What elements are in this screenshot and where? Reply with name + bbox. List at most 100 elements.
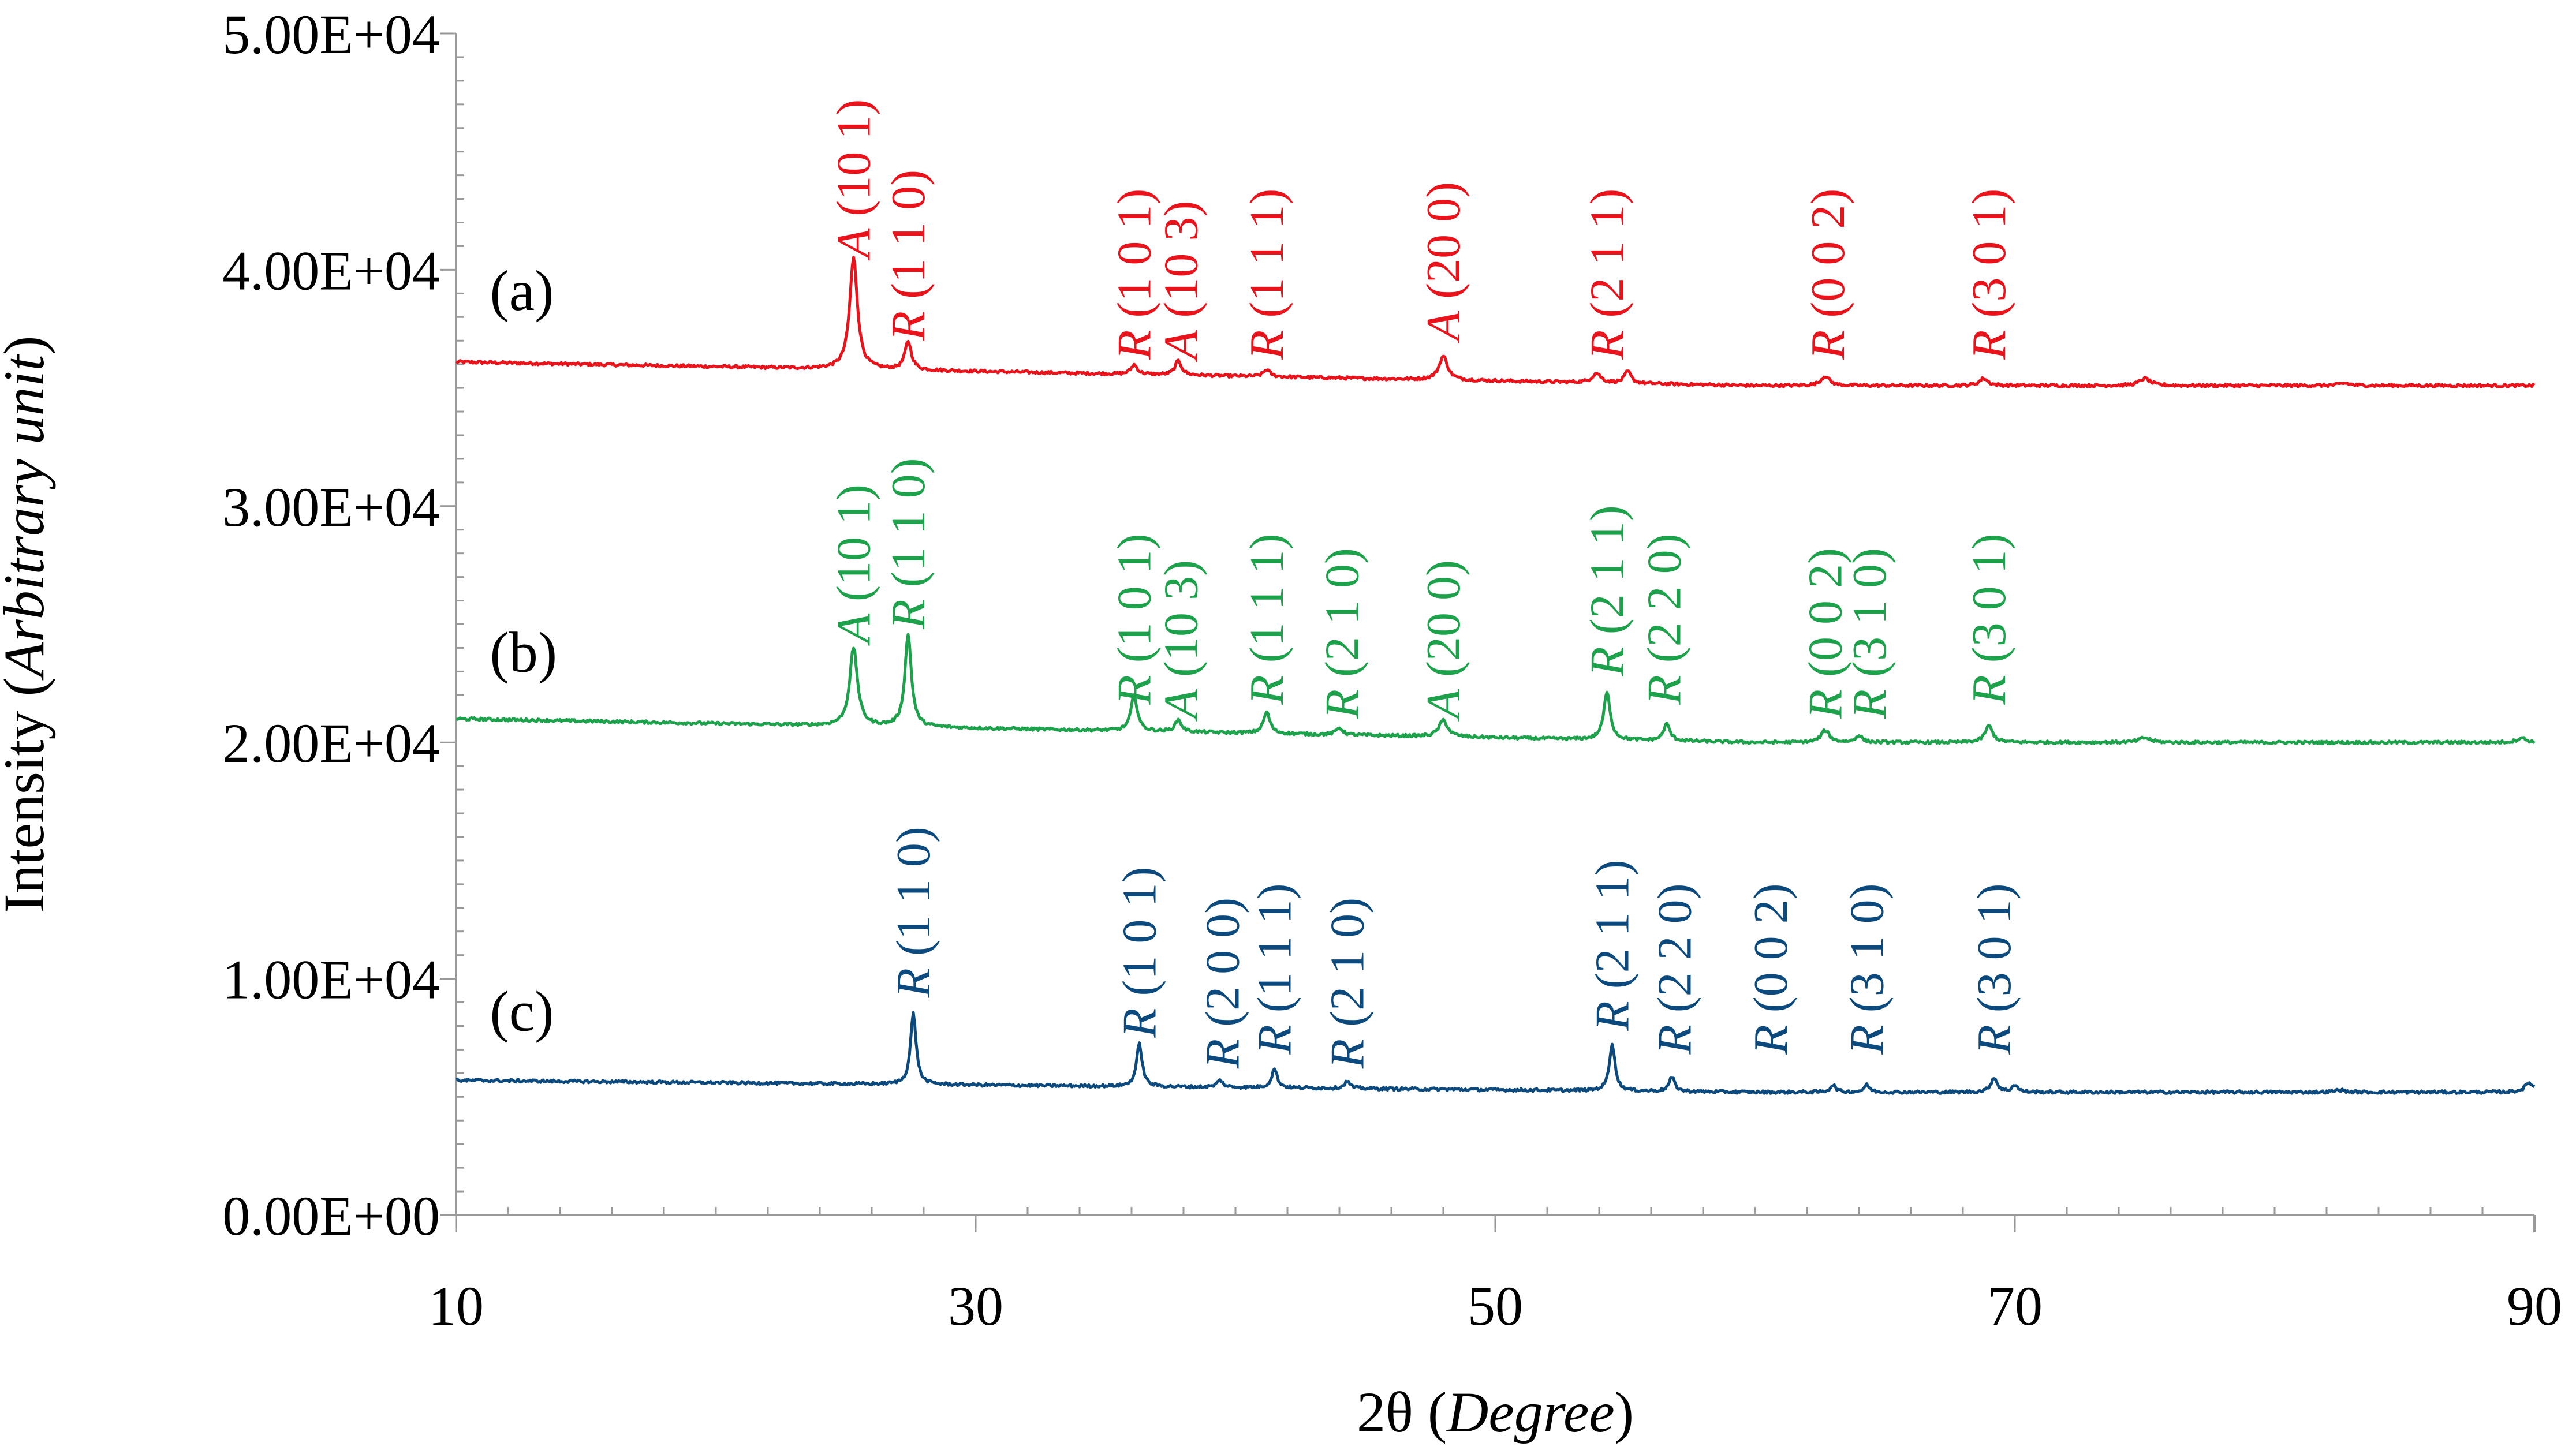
- peak-annotations: A (10 1)R (1 1 0)R (1 0 1)A (10 3)R (1 1…: [827, 99, 2022, 1070]
- phase-letter: R: [1108, 675, 1162, 705]
- x-axis-title-prefix: 2θ (: [1357, 1380, 1447, 1444]
- peak-label: A (10 3): [1155, 560, 1208, 722]
- miller-index: (3 0 1): [1962, 533, 2016, 675]
- miller-index: (2 2 0): [1638, 533, 1692, 675]
- x-tick-label: 70: [1987, 1275, 2043, 1337]
- phase-letter: A: [827, 228, 881, 261]
- miller-index: (10 3): [1155, 201, 1208, 330]
- phase-letter: R: [1744, 1025, 1798, 1055]
- miller-index: (1 1 0): [882, 458, 935, 599]
- miller-index: (0 0 2): [1801, 189, 1855, 330]
- peak-label: R (2 0 0): [1196, 898, 1250, 1069]
- peak-label: R (1 1 0): [882, 170, 935, 341]
- x-axis-title: 2θ (Degree): [1357, 1380, 1634, 1444]
- peak-label: R (3 0 1): [1962, 533, 2016, 705]
- peak-label: R (1 1 0): [887, 827, 940, 998]
- phase-letter: R: [1240, 675, 1294, 705]
- series-label: (c): [490, 980, 554, 1044]
- miller-index: (1 1 1): [1240, 189, 1294, 330]
- phase-letter: A: [1417, 311, 1470, 343]
- phase-letter: R: [1581, 646, 1634, 676]
- peak-label: A (10 1): [827, 484, 881, 646]
- miller-index: (1 0 1): [1108, 189, 1162, 330]
- miller-index: (1 1 1): [1240, 533, 1294, 675]
- y-axis-title: Intensity (Arbitrary unit): [0, 336, 56, 913]
- phase-letter: R: [1316, 689, 1369, 719]
- phase-letter: A: [1155, 689, 1208, 722]
- phase-letter: R: [1196, 1039, 1250, 1069]
- miller-index: (2 0 0): [1196, 898, 1250, 1039]
- phase-letter: R: [1321, 1039, 1375, 1069]
- phase-letter: R: [1843, 689, 1896, 719]
- miller-index: (2 2 0): [1648, 883, 1702, 1025]
- x-axis-title-italic: Degree: [1446, 1380, 1615, 1444]
- peak-label: R (3 0 1): [1968, 883, 2021, 1055]
- miller-index: (2 1 0): [1316, 548, 1369, 689]
- miller-index: (1 0 1): [1113, 867, 1167, 1008]
- peak-label: R (3 1 0): [1843, 548, 1896, 719]
- miller-index: (3 1 0): [1840, 883, 1894, 1025]
- peak-label: R (2 1 1): [1586, 859, 1640, 1031]
- miller-index: (2 1 0): [1321, 898, 1375, 1039]
- x-tick-label: 30: [948, 1275, 1003, 1337]
- miller-index: (10 3): [1155, 560, 1208, 689]
- series-line: [455, 1011, 2536, 1095]
- x-tick-label: 90: [2507, 1275, 2562, 1337]
- peak-label: R (0 0 2): [1801, 189, 1855, 360]
- miller-index: (2 1 1): [1586, 859, 1640, 1001]
- peak-label: R (1 1 1): [1240, 533, 1294, 705]
- y-tick-label: 5.00E+04: [222, 3, 440, 65]
- peak-label: A (10 3): [1155, 201, 1208, 362]
- y-tick-label: 4.00E+04: [222, 240, 440, 301]
- series-line: [455, 256, 2536, 388]
- series-label: (b): [490, 620, 558, 684]
- miller-index: (3 1 0): [1843, 548, 1896, 689]
- y-axis-title-italic: Arbitrary unit: [0, 354, 56, 681]
- peak-label: R (0 0 2): [1744, 883, 1798, 1055]
- phase-letter: A: [1417, 689, 1470, 722]
- miller-index: (1 0 1): [1108, 533, 1162, 675]
- phase-letter: R: [1962, 330, 2016, 360]
- phase-letter: R: [1801, 330, 1855, 360]
- series-line: [456, 633, 2536, 746]
- peak-label: A (10 1): [827, 99, 881, 261]
- peak-label: R (1 0 1): [1108, 533, 1162, 705]
- series-label: (a): [490, 259, 554, 323]
- peak-label: R (1 1 1): [1248, 883, 1302, 1055]
- miller-index: (1 1 0): [887, 827, 940, 968]
- miller-index: (2 1 1): [1581, 505, 1634, 646]
- miller-index: (10 1): [827, 484, 881, 614]
- phase-letter: R: [1586, 1001, 1640, 1031]
- miller-index: (2 1 1): [1581, 189, 1634, 330]
- peak-label: R (1 0 1): [1113, 867, 1167, 1038]
- y-tick-label: 2.00E+04: [222, 712, 440, 774]
- phase-letter: R: [1648, 1025, 1702, 1055]
- y-tick-label: 3.00E+04: [222, 476, 440, 538]
- phase-letter: R: [1248, 1025, 1302, 1055]
- y-axis-title-prefix: Intensity (: [0, 677, 56, 913]
- phase-letter: R: [1840, 1025, 1894, 1055]
- x-tick-label: 50: [1468, 1275, 1523, 1337]
- peak-label: R (2 2 0): [1638, 533, 1692, 705]
- y-tick-label: 1.00E+04: [222, 949, 440, 1011]
- peak-label: R (2 1 0): [1321, 898, 1375, 1069]
- phase-letter: R: [1113, 1008, 1167, 1038]
- peak-label: R (1 1 1): [1240, 189, 1294, 360]
- phase-letter: R: [1108, 330, 1162, 360]
- phase-letter: R: [1638, 675, 1692, 705]
- miller-index: (3 0 1): [1968, 883, 2021, 1025]
- phase-letter: A: [1155, 330, 1208, 362]
- peak-label: A (20 0): [1417, 182, 1470, 343]
- miller-index: (20 0): [1417, 182, 1470, 311]
- miller-index: (3 0 1): [1962, 189, 2016, 330]
- miller-index: (10 1): [827, 99, 881, 229]
- miller-index: (1 1 1): [1248, 883, 1302, 1025]
- miller-index: (20 0): [1417, 560, 1470, 689]
- miller-index: (0 0 2): [1744, 883, 1798, 1025]
- phase-letter: R: [1799, 689, 1853, 719]
- miller-index: (0 0 2): [1799, 548, 1853, 689]
- peak-label: R (2 1 0): [1316, 548, 1369, 719]
- phase-letter: R: [1581, 330, 1634, 360]
